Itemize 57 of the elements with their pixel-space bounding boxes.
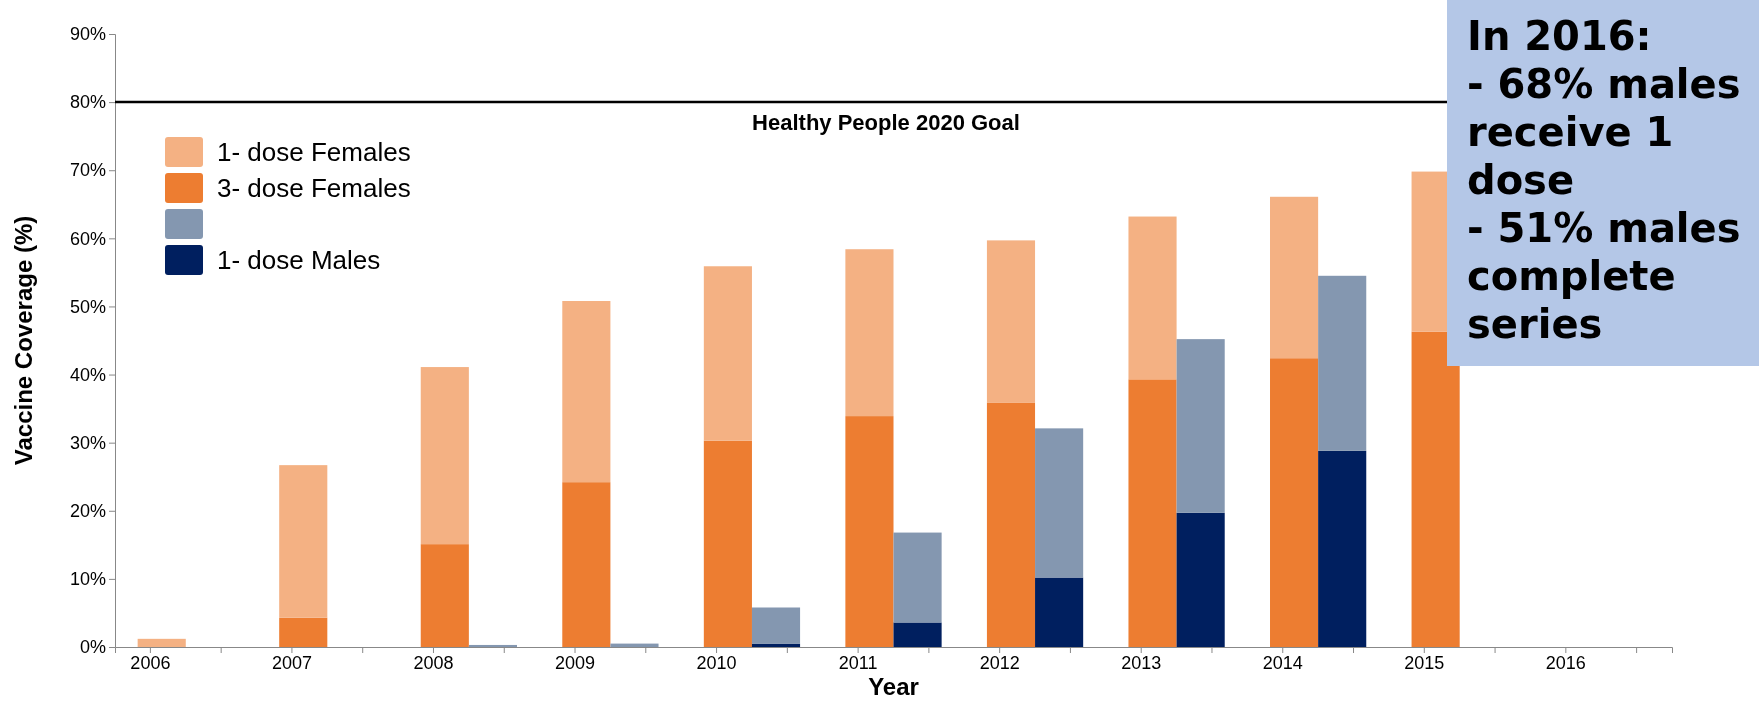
bar [279,617,328,647]
bar [1035,577,1084,647]
x-tick-label: 2014 [1262,652,1303,673]
y-tick-label: 30% [69,432,106,453]
bar [468,644,517,647]
y-tick-label: 10% [69,569,106,590]
legend-label: 1- dose Females [217,137,411,167]
y-tick-label: 80% [69,92,106,113]
x-tick-label: 2016 [1545,652,1586,673]
x-tick-label: 2010 [696,652,737,673]
y-tick-label: 40% [69,364,106,385]
y-tick-label: 90% [69,24,106,45]
bar [420,367,469,545]
bar [610,643,659,647]
bar [137,638,186,647]
x-tick-label: 2015 [1404,652,1445,673]
x-tick-label: 2011 [838,652,878,673]
bar [845,249,894,417]
bar [751,607,801,644]
annotation: In 2016: - 68% males receive 1 dose - 51% males complete series [1467,13,1741,347]
bar [562,482,611,647]
bar [1128,216,1177,380]
bar [420,544,469,647]
bar [986,240,1036,403]
x-tick-label: 2006 [130,652,171,673]
bar [279,465,328,618]
bar [703,440,752,647]
y-tick-label: 60% [69,228,106,249]
bar [1318,450,1367,647]
bar [1270,358,1319,647]
bar [1411,331,1460,647]
bar [1128,379,1177,647]
y-axis-title: Vaccine Coverage (%) [10,215,37,466]
bar [1270,196,1319,359]
ref-line-label: Healthy People 2020 Goal [752,110,1020,136]
bar [845,416,894,647]
y-tick-label: 70% [69,160,106,181]
bar [1176,512,1225,647]
bar [986,402,1036,647]
x-tick-label: 2007 [271,652,312,673]
bar [1176,339,1225,513]
legend-label: 1- dose Males [217,245,381,275]
bar [893,532,942,623]
bar [1035,428,1084,578]
legend-label: 3- dose Females [217,173,411,203]
y-tick-label: 50% [69,296,106,317]
x-tick-label: 2012 [979,652,1020,673]
bar [1318,275,1367,451]
bar [562,301,611,483]
bar [703,266,752,441]
x-tick-label: 2013 [1121,652,1162,673]
x-tick-label: 2008 [413,652,454,673]
bar [893,622,942,647]
x-axis-title: Year [868,673,919,700]
x-tick-label: 2009 [555,652,596,673]
y-tick-label: 20% [69,501,106,522]
y-tick-label: 0% [79,637,106,658]
